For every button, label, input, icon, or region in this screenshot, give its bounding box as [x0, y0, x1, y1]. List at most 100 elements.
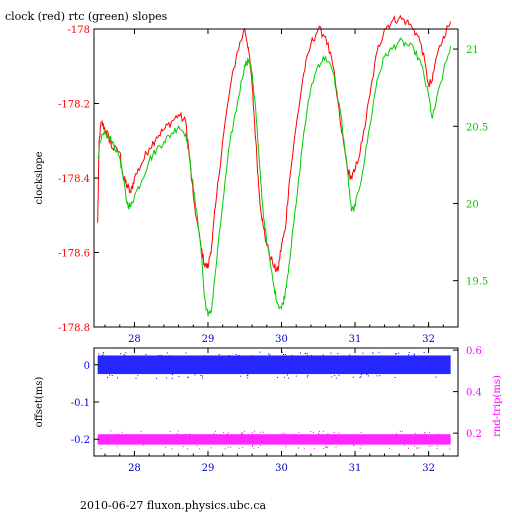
series-1-band — [97, 434, 451, 445]
series-1-point — [213, 433, 215, 435]
series-0-point — [408, 352, 410, 353]
series-1-point — [242, 432, 244, 434]
series-1-point — [241, 433, 243, 435]
series-0-point — [306, 353, 308, 355]
series-1-point — [335, 446, 337, 448]
series-1-point — [318, 430, 320, 432]
panel-0-x-tick-label: 32 — [422, 334, 435, 345]
series-1-point — [253, 447, 255, 449]
series-0-point — [287, 377, 289, 379]
series-0-point — [137, 375, 139, 377]
series-0-point — [203, 355, 205, 357]
panel-1-x-tick-label: 31 — [349, 463, 362, 474]
series-1-point — [293, 433, 295, 435]
series-0-point — [238, 355, 240, 356]
series-0-point — [281, 351, 283, 353]
series-1-point — [437, 445, 439, 447]
series-1-point — [353, 444, 354, 446]
series-1-point — [165, 446, 167, 448]
series-1-point — [140, 431, 142, 433]
series-1-point — [423, 433, 425, 435]
panel-0-frame — [93, 28, 459, 328]
panel-1-y2-tick-label: 0.2 — [466, 429, 482, 440]
series-0-point — [284, 354, 286, 356]
series-0-point — [240, 375, 242, 377]
series-0-point — [330, 352, 332, 354]
series-0-point — [166, 352, 168, 354]
series-0-point — [247, 374, 249, 376]
panel-0-y-tick-label: -178.8 — [58, 323, 90, 334]
series-0-point — [322, 354, 324, 356]
series-0-point — [185, 352, 187, 354]
series-0-point — [178, 375, 180, 377]
panel-0-x-tick-label: 31 — [349, 334, 362, 345]
series-0-point — [291, 354, 293, 356]
series-0-point — [360, 376, 362, 378]
series-1-point — [436, 448, 438, 450]
series-0-point — [247, 377, 249, 379]
series-0-point — [352, 376, 354, 378]
series-1-point — [322, 448, 324, 450]
series-1-point — [257, 447, 259, 449]
series-0-point — [103, 351, 105, 353]
series-1-point — [226, 433, 228, 435]
series-0-point — [423, 351, 425, 353]
series-0-point — [187, 377, 189, 379]
panel-1-x-tick-label: 29 — [202, 463, 215, 474]
series-1-point — [252, 444, 253, 446]
series-1-point — [252, 434, 253, 436]
series-1-point — [177, 430, 179, 432]
series-0-point — [194, 374, 196, 376]
series-1-point — [449, 448, 451, 450]
series-0-point — [268, 353, 269, 355]
series-1-point — [327, 433, 329, 435]
panel-0-x-tick-label: 29 — [202, 334, 215, 345]
series-1-point — [260, 431, 262, 433]
series-1-point — [185, 433, 186, 435]
series-1-point — [298, 432, 300, 434]
series-0-point — [306, 376, 308, 378]
series-0-point — [311, 355, 312, 357]
series-1-point — [142, 444, 144, 446]
series-1-point — [429, 432, 430, 433]
panel-1-x-tick-label: 30 — [275, 463, 288, 474]
series-0-point — [120, 353, 122, 355]
series-0-point — [396, 353, 397, 355]
series-0-point — [349, 354, 351, 356]
series-0-point — [306, 355, 308, 357]
series-1-point — [176, 433, 178, 435]
series-1-point — [418, 447, 420, 449]
series-1-point — [182, 446, 184, 448]
series-0-point — [367, 375, 369, 377]
series-0-point — [187, 376, 189, 378]
series-0-point — [250, 355, 252, 357]
series-0-point — [102, 355, 103, 357]
series-1-point — [360, 432, 362, 433]
series-0-point — [235, 353, 237, 355]
series-1-point — [223, 432, 225, 434]
series-0-point — [295, 375, 297, 377]
panel-0-x-tick-label: 28 — [128, 334, 141, 345]
series-0-point — [102, 353, 104, 355]
panel-1-y2-tick-label: 0.4 — [466, 388, 482, 399]
series-1-point — [361, 444, 363, 446]
series-1-point — [199, 448, 201, 450]
panel-1-x-tick-label: 28 — [128, 463, 141, 474]
series-1-point — [117, 433, 119, 435]
series-0-point — [111, 375, 113, 376]
series-1-point — [396, 433, 397, 435]
series-1-point — [283, 432, 285, 434]
series-1-point — [322, 431, 324, 433]
series-1-point — [196, 445, 198, 447]
series-1-point — [263, 431, 264, 433]
series-0-point — [171, 374, 173, 376]
series-0-point — [107, 376, 108, 378]
series-0-point — [246, 375, 248, 377]
series-1-point — [241, 432, 243, 434]
series-0-point — [201, 375, 203, 377]
series-1-point — [298, 447, 299, 449]
series-0-point — [169, 355, 171, 357]
series-1-point — [188, 433, 190, 435]
series-0-point — [158, 355, 160, 356]
